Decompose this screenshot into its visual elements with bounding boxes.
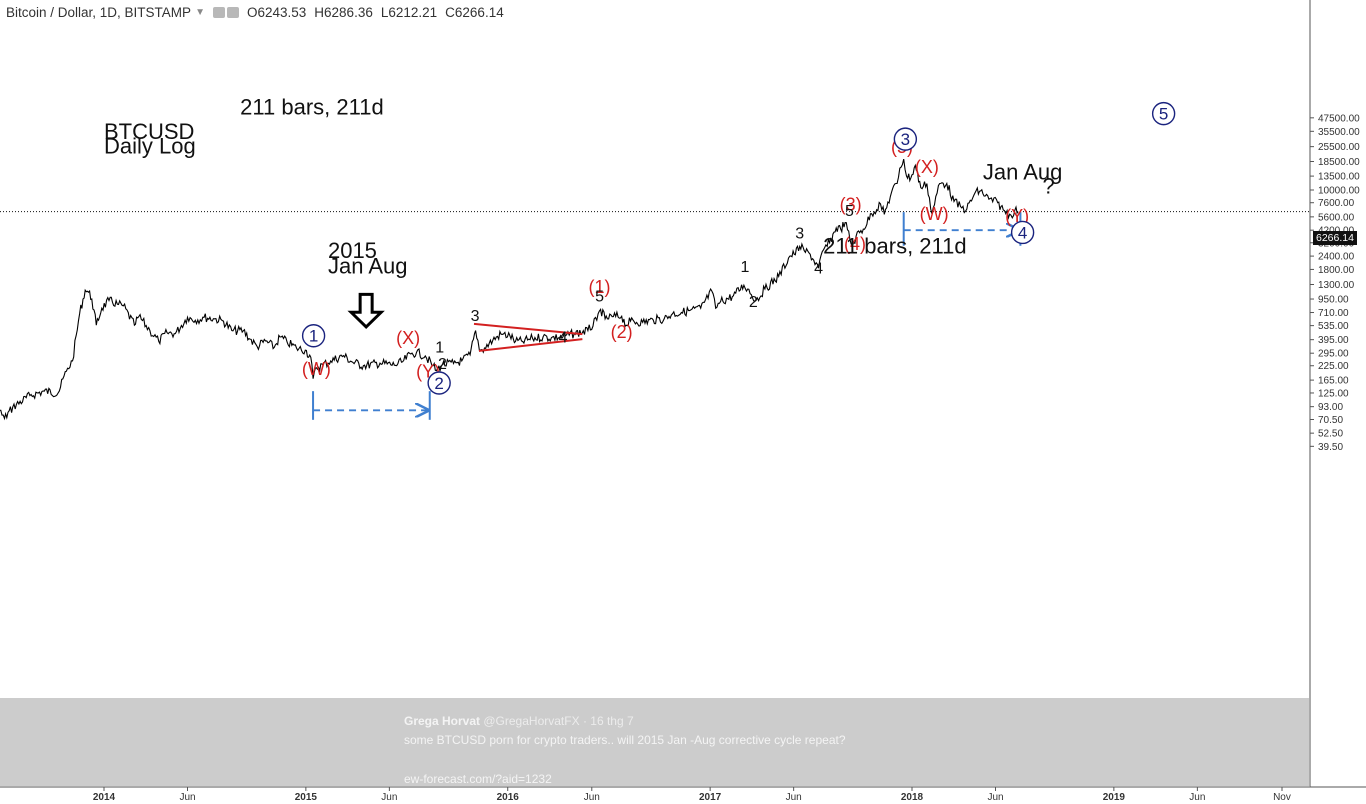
tweet-text: some BTCUSD porn for crypto traders.. wi…	[404, 733, 846, 747]
wave-label-black: 5	[845, 203, 854, 220]
down-arrow-shape	[347, 292, 385, 330]
annotation-text: Daily Log	[104, 133, 196, 158]
tweet-link[interactable]: ew-forecast.com/?aid=1232	[404, 772, 552, 786]
y-tick-label: 535.00	[1318, 321, 1349, 332]
wave-label-red: (3)	[840, 195, 862, 215]
wave-label-black: 4	[814, 260, 823, 277]
y-tick-label: 225.00	[1318, 361, 1349, 372]
y-tick-label: 7600.00	[1318, 198, 1355, 209]
tweet-date: · 16 thg 7	[582, 714, 634, 728]
wave-label-red: (W)	[920, 204, 949, 224]
x-tick-label: 2015	[295, 792, 318, 803]
wave-label-red: (X)	[915, 157, 939, 177]
ohlc-high: H6286.36	[314, 5, 373, 20]
x-tick-label: 2016	[497, 792, 520, 803]
tweet-author-line[interactable]: Grega Horvat @GregaHorvatFX · 16 thg 7	[404, 714, 634, 728]
y-tick-label: 39.50	[1318, 442, 1343, 453]
tweet-overlay	[0, 698, 1310, 787]
ohlc-close: C6266.14	[445, 5, 504, 20]
ohlc-open: O6243.53	[246, 5, 307, 20]
y-tick-label: 93.00	[1318, 402, 1343, 413]
wave-label-red: (X)	[396, 328, 420, 348]
y-tick-label: 950.00	[1318, 295, 1349, 306]
annotation-text: BTCUSD	[104, 119, 194, 144]
chart-header: Bitcoin / Dollar, 1D, BITSTAMP ▼ O6243.5…	[6, 5, 512, 20]
ohlc-low: L6212.21	[380, 5, 438, 20]
y-tick-label: 35500.00	[1318, 127, 1360, 138]
annotation-text: 2015	[328, 238, 377, 263]
plot-area	[0, 0, 1310, 787]
wave-label-blue: 2	[434, 374, 443, 393]
last-price-tag: 6266.14	[1313, 231, 1357, 245]
wave-label-black: 4	[559, 330, 568, 347]
wave-label-black: 2	[438, 356, 447, 373]
wave-circle	[301, 324, 326, 348]
y-tick-label: 295.00	[1318, 349, 1349, 360]
x-axis-ticks: 2014 Jun 2015 Jun 2016 Jun 2017 Jun 2018 Jun 2019 J…	[93, 787, 1291, 803]
y-tick-label: 710.00	[1318, 308, 1349, 319]
symbol-title[interactable]: Bitcoin / Dollar, 1D, BITSTAMP	[6, 5, 192, 20]
wave-label-black: 5	[595, 289, 604, 306]
y-tick-label: 1300.00	[1318, 280, 1355, 291]
x-tick-label: Jun	[1189, 792, 1205, 803]
wave-label-black: 2	[749, 294, 758, 311]
y-tick-label: 395.00	[1318, 335, 1349, 346]
x-tick-label: 2014	[93, 792, 116, 803]
wave-labels: (W)(X)(Y)(1)(2)(3)(4)(5)(X)(W)(Y)1234512…	[104, 95, 1176, 395]
x-tick-label: Jun	[381, 792, 397, 803]
wave-label-red: (W)	[302, 359, 331, 379]
y-tick-label: 47500.00	[1318, 113, 1360, 124]
triangle-pattern	[473, 322, 583, 352]
x-tick-label: 2019	[1103, 792, 1126, 803]
y-tick-label: 2400.00	[1318, 252, 1355, 263]
chevron-down-icon[interactable]: ▼	[195, 7, 205, 18]
annotation-text: ?	[1042, 173, 1054, 198]
y-tick-label: 5600.00	[1318, 212, 1355, 223]
x-tick-label: 2018	[901, 792, 924, 803]
annotation-text: Jan Aug	[983, 160, 1063, 185]
y-tick-label: 10000.00	[1318, 186, 1360, 197]
annotation-text: 211 bars, 211d	[823, 233, 967, 258]
wave-circle	[1010, 220, 1035, 245]
tweet-handle[interactable]: @GregaHorvatFX	[483, 714, 580, 728]
y-tick-label: 1800.00	[1318, 265, 1355, 276]
y-tick-label: 52.50	[1318, 429, 1343, 440]
y-tick-label: 70.50	[1318, 415, 1343, 426]
y-tick-label: 18500.00	[1318, 157, 1360, 168]
wave-label-blue: 1	[309, 327, 318, 346]
wave-label-blue: 4	[1018, 223, 1027, 242]
settings-icon[interactable]	[212, 7, 225, 18]
y-tick-label: 25500.00	[1318, 142, 1360, 153]
wave-label-black: 3	[471, 308, 480, 325]
wave-label-black: 3	[795, 226, 804, 243]
wave-circle	[427, 371, 451, 395]
annotation-text: Jan Aug	[328, 253, 408, 278]
wave-circle	[1151, 101, 1176, 126]
x-tick-label: Jun	[987, 792, 1003, 803]
y-axis-ticks: 47500.00 35500.00 25500.00 18500.00 13500.00…	[1310, 113, 1360, 453]
triangle-upper-line	[473, 322, 583, 336]
tweet-author[interactable]: Grega Horvat	[404, 714, 481, 728]
down-arrow-icon	[347, 292, 385, 330]
wave-label-red: (4)	[844, 234, 866, 254]
x-tick-label: Nov	[1273, 792, 1291, 803]
wave-label-blue: 3	[901, 130, 910, 149]
y-tick-label: 125.00	[1318, 388, 1349, 399]
y-tick-label: 13500.00	[1318, 172, 1360, 183]
x-tick-label: Jun	[584, 792, 600, 803]
wave-label-red: (1)	[589, 277, 611, 297]
x-tick-label: 2017	[699, 792, 722, 803]
annotation-text: 211 bars, 211d	[240, 95, 384, 120]
wave-circle	[893, 127, 918, 151]
triangle-lower-line	[478, 338, 583, 352]
compare-icon[interactable]	[226, 7, 239, 18]
wave-label-blue: 5	[1159, 105, 1168, 124]
wave-label-black: 1	[741, 259, 750, 276]
wave-label-red: (2)	[611, 322, 633, 342]
x-tick-label: Jun	[179, 792, 195, 803]
y-tick-label: 165.00	[1318, 376, 1349, 387]
wave-label-black: 1	[435, 339, 444, 356]
x-tick-label: Jun	[786, 792, 802, 803]
